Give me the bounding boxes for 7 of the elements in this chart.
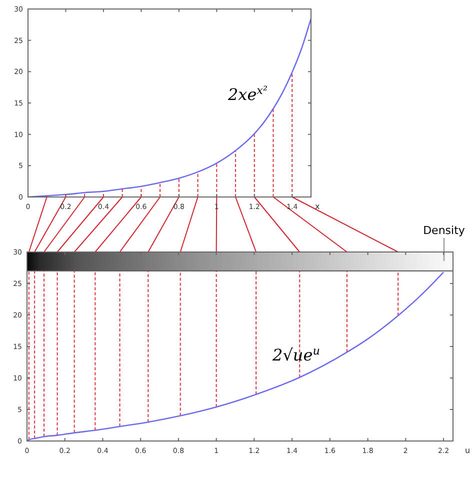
line-series bbox=[26, 272, 444, 442]
annotation: 2xe$^{x²}$ bbox=[227, 84, 268, 104]
x-axis-title: u bbox=[465, 446, 470, 455]
x-axis-title: x bbox=[315, 202, 320, 211]
annotation: 2√ue$^{u}$ bbox=[272, 344, 320, 364]
band-label: Density bbox=[423, 224, 466, 237]
line-series bbox=[27, 18, 312, 198]
